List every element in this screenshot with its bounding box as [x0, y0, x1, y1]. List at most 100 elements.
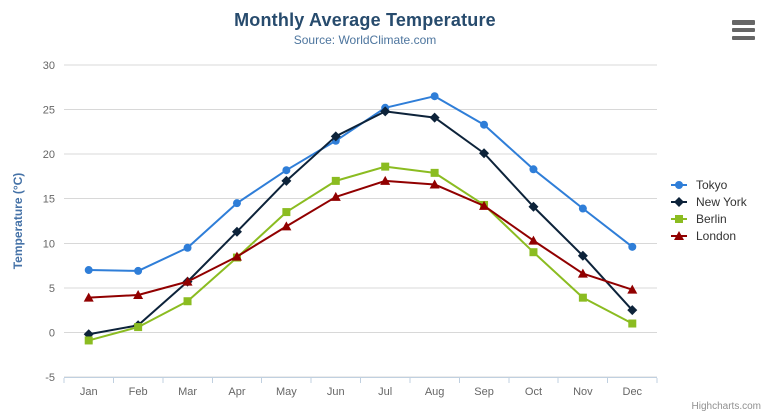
series-london[interactable]: [83, 175, 638, 302]
data-point-marker-circle[interactable]: [480, 120, 489, 129]
x-tick-label: Dec: [623, 386, 643, 398]
data-point-marker-triangle[interactable]: [182, 276, 193, 286]
data-point-marker-triangle[interactable]: [627, 284, 638, 294]
data-point-marker-triangle[interactable]: [83, 292, 94, 302]
legend-item-new-york[interactable]: New York: [671, 193, 747, 210]
data-point-marker-square[interactable]: [381, 162, 390, 171]
x-tick-label: Jul: [378, 386, 392, 398]
hamburger-menu-icon[interactable]: [731, 18, 756, 42]
data-point-marker-square[interactable]: [675, 214, 683, 223]
legend-label: Tokyo: [696, 177, 728, 192]
data-point-marker-square[interactable]: [331, 176, 340, 185]
data-point-marker-circle[interactable]: [84, 266, 93, 275]
series-tokyo[interactable]: [84, 92, 637, 275]
data-point-marker-diamond[interactable]: [281, 175, 292, 186]
y-axis-tick-labels: -5 0 5 10 15 20 25 30: [43, 60, 55, 384]
data-point-marker-triangle[interactable]: [528, 235, 539, 245]
x-tick-label: Apr: [228, 386, 245, 398]
data-point-marker-square[interactable]: [134, 323, 143, 332]
data-point-marker-square[interactable]: [529, 248, 538, 257]
legend-item-tokyo[interactable]: Tokyo: [671, 176, 747, 193]
data-point-marker-diamond[interactable]: [528, 201, 539, 212]
data-point-marker-triangle[interactable]: [479, 200, 490, 210]
data-point-marker-diamond[interactable]: [380, 106, 391, 117]
data-point-marker-triangle[interactable]: [577, 268, 588, 278]
data-point-marker-square[interactable]: [578, 293, 587, 302]
data-point-marker-circle[interactable]: [529, 165, 538, 174]
legend-marker-triangle-icon: [671, 230, 687, 240]
data-point-marker-square[interactable]: [183, 297, 192, 306]
y-axis-title: Temperature (°C): [11, 173, 25, 270]
x-tick-label: May: [276, 386, 297, 398]
menu-bar: [732, 20, 755, 25]
data-point-marker-diamond[interactable]: [479, 148, 490, 159]
legend-item-berlin[interactable]: Berlin: [671, 210, 747, 227]
data-point-marker-triangle[interactable]: [380, 175, 391, 185]
data-point-marker-square[interactable]: [282, 208, 291, 217]
legend-marker-circle-icon: [671, 180, 687, 189]
data-point-marker-circle[interactable]: [183, 243, 192, 252]
data-point-marker-circle[interactable]: [628, 242, 637, 251]
series-line[interactable]: [87, 165, 634, 342]
y-tick-label: 5: [49, 283, 55, 295]
data-point-marker-diamond[interactable]: [577, 250, 588, 261]
data-point-marker-diamond[interactable]: [429, 112, 440, 123]
data-point-marker-circle[interactable]: [282, 166, 291, 175]
chart-title: Monthly Average Temperature: [234, 10, 496, 30]
data-point-marker-circle[interactable]: [232, 199, 241, 208]
y-tick-label: 15: [43, 194, 55, 206]
legend: Tokyo New York Berlin London: [671, 176, 747, 244]
x-tick-label: Jan: [80, 386, 98, 398]
legend-label: London: [696, 228, 737, 243]
x-tick-label: Nov: [573, 386, 593, 398]
data-point-marker-triangle[interactable]: [231, 251, 242, 261]
data-point-marker-circle[interactable]: [675, 180, 683, 189]
credits-link[interactable]: Highcharts.com: [691, 401, 761, 412]
series-line[interactable]: [87, 95, 634, 272]
x-tick-label: Sep: [474, 386, 494, 398]
menu-bar: [732, 35, 755, 40]
data-point-marker-diamond[interactable]: [231, 226, 242, 237]
data-point-marker-square[interactable]: [430, 168, 439, 177]
legend-label: Berlin: [696, 211, 727, 226]
x-axis: [63, 377, 658, 383]
y-tick-label: 30: [43, 60, 55, 72]
data-point-marker-triangle[interactable]: [281, 221, 292, 231]
legend-marker-square-icon: [671, 214, 687, 223]
x-tick-label: Oct: [525, 386, 542, 398]
series-new-york[interactable]: [83, 106, 638, 340]
x-tick-label: Feb: [129, 386, 148, 398]
data-point-marker-triangle[interactable]: [133, 289, 144, 299]
x-tick-label: Mar: [178, 386, 197, 398]
y-tick-label: 0: [49, 327, 55, 339]
data-point-marker-square[interactable]: [84, 336, 93, 345]
data-point-marker-square[interactable]: [628, 319, 637, 328]
gridlines: [64, 64, 657, 378]
data-point-marker-diamond[interactable]: [330, 131, 341, 142]
legend-marker-diamond-icon: [671, 196, 687, 207]
y-tick-label: 10: [43, 238, 55, 250]
legend-item-london[interactable]: London: [671, 227, 747, 244]
data-point-marker-triangle[interactable]: [429, 179, 440, 189]
data-point-marker-circle[interactable]: [578, 204, 587, 213]
x-tick-label: Aug: [425, 386, 445, 398]
data-point-marker-triangle[interactable]: [330, 191, 341, 201]
data-point-marker-diamond[interactable]: [674, 196, 684, 207]
data-point-marker-circle[interactable]: [430, 92, 439, 101]
data-point-marker-diamond[interactable]: [627, 305, 638, 316]
chart-subtitle: Source: WorldClimate.com: [293, 33, 437, 47]
series-line[interactable]: [87, 179, 634, 299]
data-point-marker-triangle[interactable]: [674, 230, 684, 240]
x-tick-label: Jun: [327, 386, 345, 398]
data-point-marker-circle[interactable]: [134, 266, 143, 275]
y-tick-label: 20: [43, 149, 55, 161]
y-tick-label: -5: [45, 372, 55, 384]
x-axis-tick-labels: Jan Feb Mar Apr May Jun Jul Aug Sep Oct Nov Dec: [80, 386, 643, 398]
series-lines: [83, 92, 638, 345]
y-tick-label: 25: [43, 105, 55, 117]
menu-bar: [732, 27, 755, 33]
legend-label: New York: [696, 194, 747, 209]
series-line[interactable]: [87, 110, 634, 336]
